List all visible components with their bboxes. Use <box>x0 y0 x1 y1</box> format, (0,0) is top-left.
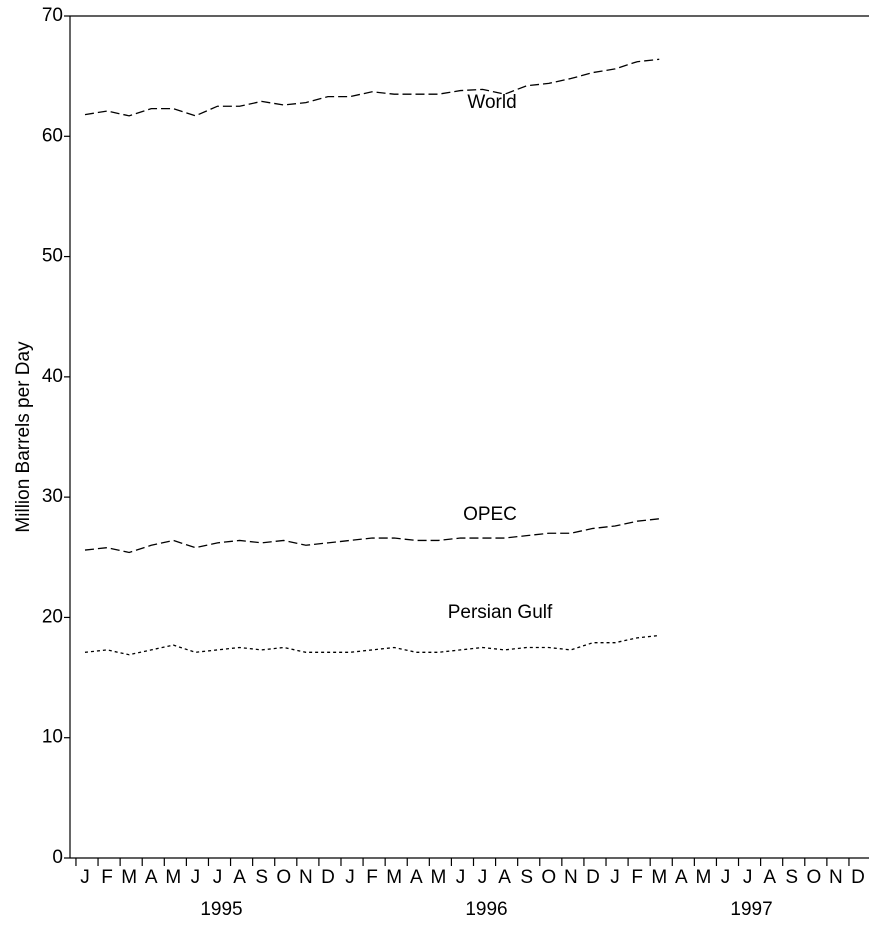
x-tick-label: S <box>520 867 533 888</box>
x-tick-label: D <box>321 867 335 888</box>
x-tick-label: J <box>191 867 201 888</box>
x-tick-label: A <box>410 867 423 888</box>
x-tick-label: F <box>101 867 113 888</box>
x-tick-label: O <box>276 867 291 888</box>
series-line <box>84 518 660 554</box>
x-tick-label: M <box>121 867 137 888</box>
y-tick-label: 60 <box>42 125 63 146</box>
x-tick-label: N <box>299 867 313 888</box>
x-tick-label: A <box>233 867 246 888</box>
year-label: 1995 <box>200 899 242 920</box>
year-label: 1997 <box>730 899 772 920</box>
x-tick-label: J <box>610 867 620 888</box>
series-label: OPEC <box>463 504 517 525</box>
x-tick-label: F <box>631 867 643 888</box>
x-tick-label: J <box>478 867 488 888</box>
x-tick-label: M <box>165 867 181 888</box>
x-tick-label: M <box>386 867 402 888</box>
x-tick-label: M <box>695 867 711 888</box>
series-label: Persian Gulf <box>448 602 553 623</box>
x-tick-label: A <box>763 867 776 888</box>
x-tick-label: F <box>366 867 378 888</box>
x-tick-label: O <box>541 867 556 888</box>
y-tick-label: 30 <box>42 486 63 507</box>
y-tick-label: 10 <box>42 727 63 748</box>
x-tick-label: J <box>345 867 355 888</box>
x-tick-label: N <box>564 867 578 888</box>
x-tick-label: J <box>456 867 466 888</box>
series-line <box>84 58 660 117</box>
y-tick-label: 50 <box>42 246 63 267</box>
x-tick-label: D <box>851 867 865 888</box>
year-label: 1996 <box>465 899 507 920</box>
x-tick-label: S <box>785 867 798 888</box>
x-tick-label: O <box>806 867 821 888</box>
x-tick-label: J <box>80 867 90 888</box>
x-tick-label: D <box>586 867 600 888</box>
y-tick-label: 70 <box>42 5 63 26</box>
x-tick-label: S <box>255 867 268 888</box>
x-tick-label: N <box>829 867 843 888</box>
y-axis-label: Million Barrels per Day <box>13 341 34 533</box>
x-tick-label: M <box>651 867 667 888</box>
series-label: World <box>467 92 516 113</box>
y-tick-label: 40 <box>42 366 63 387</box>
y-tick-label: 0 <box>52 847 63 868</box>
x-tick-label: M <box>430 867 446 888</box>
x-tick-label: J <box>213 867 223 888</box>
x-tick-label: A <box>675 867 688 888</box>
x-tick-label: A <box>498 867 511 888</box>
x-tick-label: J <box>721 867 731 888</box>
series-line <box>84 634 660 656</box>
x-tick-label: J <box>743 867 753 888</box>
x-tick-label: A <box>145 867 158 888</box>
y-tick-label: 20 <box>42 606 63 627</box>
